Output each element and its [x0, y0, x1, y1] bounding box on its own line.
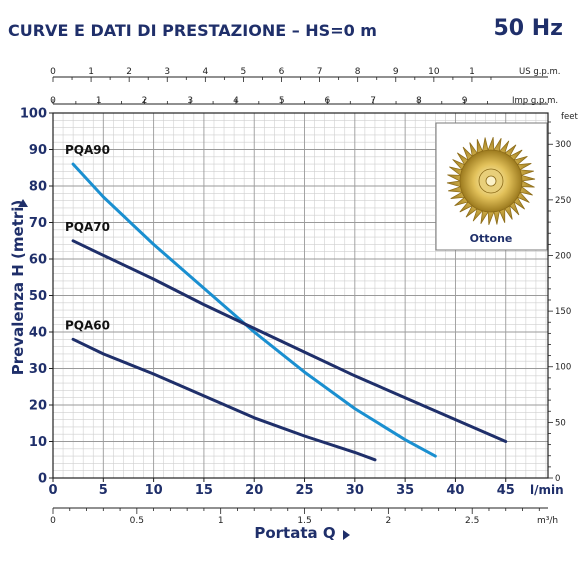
- x-tick-label: 30: [346, 483, 364, 498]
- x-axis-arrow-icon: [343, 530, 350, 540]
- series-label-pqa90: PQA90: [65, 143, 110, 157]
- impeller-bore-icon: [485, 175, 497, 187]
- y-tick-label: 10: [29, 435, 47, 450]
- y-tick-label: 50: [29, 289, 47, 304]
- x-tick-label: 0: [48, 483, 57, 498]
- x-tick-label: 35: [396, 483, 414, 498]
- m3h-tick-label: 0.5: [130, 516, 144, 526]
- y-tick-label: 100: [20, 107, 47, 122]
- series-line-pqa60: [71, 337, 377, 462]
- us-gpm-tick-label: 0: [50, 67, 56, 77]
- feet-tick-label: 250: [555, 196, 571, 206]
- imp-gpm-tick-label: 3: [187, 96, 193, 106]
- imp-gpm-tick-label: 7: [370, 96, 376, 106]
- imp-gpm-tick-label: 1: [96, 96, 102, 106]
- inset-caption: Ottone: [470, 232, 513, 245]
- us-gpm-tick-label: 5: [241, 67, 247, 77]
- y-tick-label: 90: [29, 143, 47, 158]
- us-gpm-tick-label: 2: [126, 67, 132, 77]
- x-tick-label: 5: [99, 483, 108, 498]
- y-tick-label: 40: [29, 326, 47, 341]
- m3h-tick-label: 1: [218, 516, 224, 526]
- series-line-pqa70: [71, 239, 508, 443]
- us-gpm-tick-label: 8: [355, 67, 361, 77]
- m3h-tick-label: 2.5: [465, 516, 479, 526]
- us-gpm-tick-label: 4: [202, 67, 208, 77]
- impeller-inset: Ottone: [435, 122, 548, 251]
- imp-gpm-tick-label: 5: [279, 96, 285, 106]
- x-tick-label: 25: [295, 483, 313, 498]
- imp-gpm-tick-label: 9: [462, 96, 468, 106]
- y-tick-label: 20: [29, 399, 47, 414]
- series-line-pqa90: [71, 162, 437, 458]
- imp-gpm-tick-label: 4: [233, 96, 239, 106]
- imp-gpm-tick-label: 6: [325, 96, 331, 106]
- us-gpm-tick-label: 7: [317, 67, 323, 77]
- y-tick-label: 70: [29, 216, 47, 231]
- series-label-pqa60: PQA60: [65, 318, 110, 332]
- y-axis-title: Prevalenza H (metri): [9, 200, 27, 376]
- m3h-unit-label: m³/h: [537, 516, 558, 526]
- us-gpm-unit-label: US g.p.m.: [519, 67, 561, 77]
- x-axis-title: Portata Q: [254, 524, 335, 542]
- feet-tick-label: 150: [555, 307, 571, 317]
- imp-gpm-tick-label: 2: [142, 96, 148, 106]
- feet-unit-label: feet: [561, 112, 578, 122]
- x-tick-label: 15: [195, 483, 213, 498]
- us-gpm-tick-label: 9: [393, 67, 399, 77]
- m3h-tick-label: 0: [50, 516, 56, 526]
- feet-tick-label: 200: [555, 251, 571, 261]
- imp-gpm-unit-label: Imp g.p.m.: [512, 96, 558, 106]
- frequency-label: 50 Hz: [493, 16, 564, 41]
- m3h-tick-label: 1.5: [297, 516, 311, 526]
- axes: [49, 76, 553, 514]
- series-label-pqa70: PQA70: [65, 220, 110, 234]
- y-tick-label: 0: [38, 472, 47, 487]
- x-tick-label: 20: [245, 483, 263, 498]
- feet-tick-label: 0: [555, 474, 560, 484]
- x-tick-label: 45: [497, 483, 515, 498]
- y-tick-label: 80: [29, 180, 47, 195]
- chart-title: CURVE E DATI DI PRESTAZIONE – HS=0 m: [8, 21, 377, 40]
- x-unit-label: l/min: [530, 483, 564, 497]
- m3h-tick-label: 2: [385, 516, 391, 526]
- x-tick-label: 10: [145, 483, 163, 498]
- us-gpm-tick-label: 1: [88, 67, 94, 77]
- x-tick-label: 40: [446, 483, 464, 498]
- feet-tick-label: 300: [555, 140, 571, 150]
- us-gpm-tick-label: 1: [469, 67, 475, 77]
- us-gpm-tick-label: 3: [164, 67, 170, 77]
- imp-gpm-tick-label: 0: [50, 96, 56, 106]
- feet-tick-label: 100: [555, 363, 571, 373]
- us-gpm-tick-label: 10: [428, 67, 440, 77]
- imp-gpm-tick-label: 8: [416, 96, 422, 106]
- us-gpm-tick-label: 6: [279, 67, 285, 77]
- y-axis-arrow-icon: [18, 199, 28, 207]
- y-tick-label: 60: [29, 253, 47, 268]
- series-lines: [71, 162, 508, 462]
- y-tick-label: 30: [29, 362, 47, 377]
- feet-tick-label: 50: [555, 418, 566, 428]
